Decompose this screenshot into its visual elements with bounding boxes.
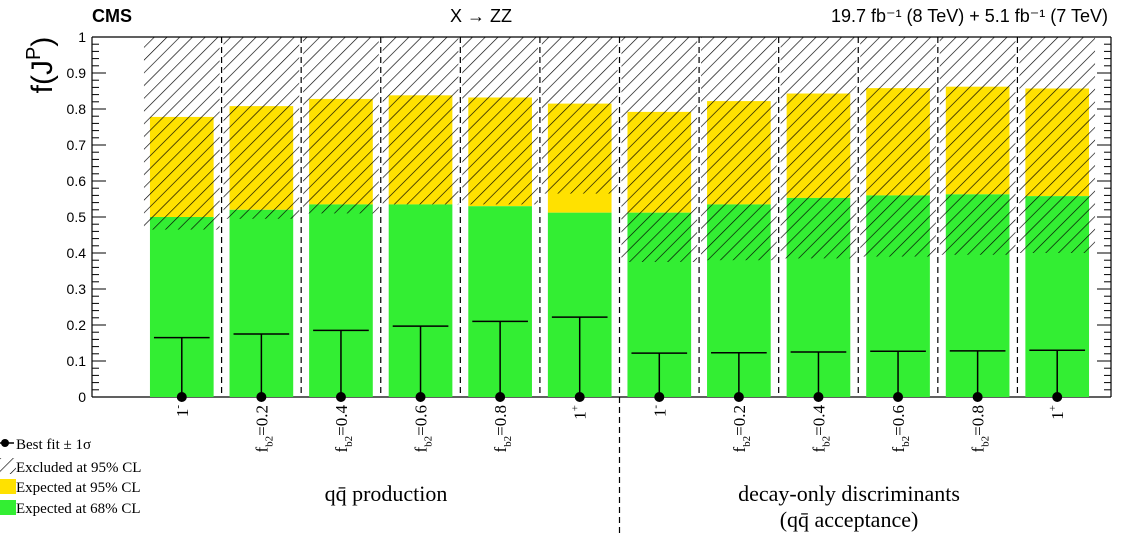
y-tick-label: 0 [78,389,86,405]
lumi-label: 19.7 fb⁻¹ (8 TeV) + 5.1 fb⁻¹ (7 TeV) [831,6,1108,26]
bar-excluded [382,37,459,205]
bar-excluded [223,37,300,219]
y-tick-label: 0.3 [67,281,87,297]
bar-excluded [1019,37,1096,253]
best-fit-point [495,392,506,402]
group-label-decay-line1: decay-only discriminants [738,481,960,506]
category-label: 1+ [570,405,590,420]
best-fit-point [415,392,426,402]
bar-excluded [303,37,379,214]
best-fit-point [1052,392,1063,402]
bar-excluded [621,37,698,262]
legend-excluded-label: Excluded at 95% CL [16,460,141,476]
legend-exp95-label: Expected at 95% CL [16,480,141,496]
category-label: 1+ [1047,405,1067,420]
y-tick-label: 0.4 [67,245,87,261]
category-label: fb2=0.4 [809,405,832,453]
y-tick-label: 0.1 [67,353,87,369]
bar-excluded [860,37,936,257]
y-tick-label: 0.9 [67,65,87,81]
y-tick-label: 0.6 [67,173,87,189]
bar-excluded [143,37,220,230]
process-label: X → ZZ [450,6,512,26]
category-label: fb2=0.2 [252,405,275,453]
bar-excluded [701,37,777,261]
category-label: fb2=0.8 [969,405,992,453]
bar-excluded [780,37,857,259]
category-label: fb2=0.4 [332,405,355,453]
category-label: 1- [649,405,669,418]
legend-exp95-swatch [0,479,16,494]
best-fit-point [176,392,187,402]
best-fit-point [256,392,267,402]
y-tick-label: 0.7 [67,137,87,153]
category-label: fb2=0.6 [889,405,912,453]
best-fit-point [335,392,346,402]
category-label: fb2=0.8 [491,405,514,453]
best-fit-point [972,392,983,402]
bar-excluded [462,37,538,205]
y-axis-title: f(JP) [23,37,59,94]
legend: Best fit ± 1σ Excluded at 95% CL Expecte… [0,437,141,517]
category-label: 1- [172,405,192,418]
best-fit-point [733,392,744,402]
best-fit-point [893,392,904,402]
best-fit-point [813,392,824,402]
experiment-label: CMS [92,6,132,26]
group-label-decay-line2: (qq̄ acceptance) [780,507,919,532]
legend-exp68-label: Expected at 68% CL [16,501,141,517]
category-label: fb2=0.6 [412,405,435,453]
best-fit-point [654,392,665,402]
group-label-production: qq̄ production [325,481,448,506]
y-tick-label: 0.2 [67,317,87,333]
legend-excluded-swatch [0,458,16,474]
legend-exp68-swatch [0,500,16,515]
bar-excluded [939,37,1016,255]
y-tick-label: 0.5 [67,209,87,225]
plot-area: 0 0.1 0.2 0.3 0.4 0.5 0.6 0.7 0.8 0.9 1 1- fb2=0.2 fb… [67,29,1112,535]
y-tick-label: 0.8 [67,101,87,117]
y-tick-label: 1 [78,29,86,45]
best-fit-point [574,392,585,402]
bar-excluded [541,37,618,194]
legend-best-fit-label: Best fit ± 1σ [16,437,91,453]
category-label: fb2=0.2 [730,405,753,453]
